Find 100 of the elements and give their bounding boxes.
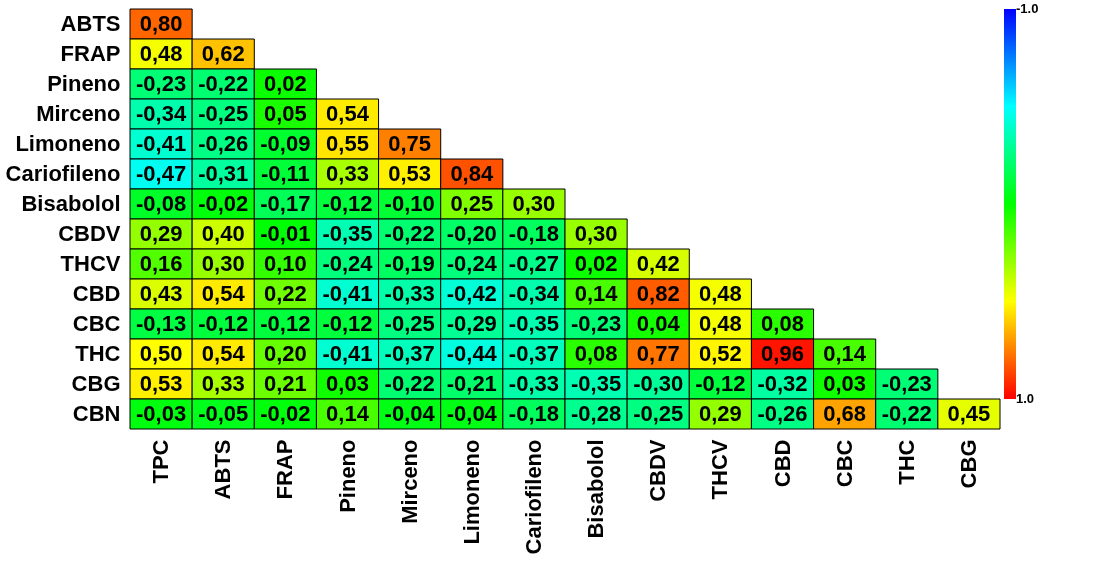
data-label: 0,54 — [201, 281, 246, 306]
data-label: 0,82 — [636, 281, 680, 306]
y-tick-label: ABTS — [60, 11, 121, 36]
y-tick-label: Limoneno — [15, 131, 121, 156]
y-tick-label: Bisabolol — [21, 191, 121, 216]
data-label: 0,04 — [636, 311, 681, 336]
data-label: -0,27 — [508, 251, 560, 276]
data-label: -0,33 — [384, 281, 435, 306]
data-label: -0,17 — [260, 191, 311, 216]
data-label: -0,24 — [446, 251, 498, 276]
data-label: 0,68 — [823, 401, 867, 426]
data-label: -0,41 — [322, 281, 373, 306]
y-tick-label: CBD — [72, 281, 121, 306]
data-label: -0,47 — [135, 161, 187, 186]
data-label: 0,48 — [139, 41, 183, 66]
data-label: 0,03 — [326, 371, 369, 396]
data-label: -0,22 — [881, 401, 932, 426]
data-label: 0,96 — [761, 341, 804, 366]
data-label: 0,21 — [263, 371, 307, 396]
data-label: -0,30 — [633, 371, 684, 396]
data-label: -0,28 — [570, 401, 622, 426]
data-label: 0,30 — [512, 191, 556, 216]
data-label: 0,14 — [326, 401, 370, 426]
data-label: -0,01 — [260, 221, 311, 246]
data-label: 0,25 — [450, 191, 494, 216]
data-label: -0,34 — [508, 281, 560, 306]
data-label: 0,42 — [636, 251, 680, 276]
data-label: -0,26 — [198, 131, 249, 156]
data-label: 0,80 — [139, 11, 183, 36]
data-label: 0,48 — [698, 311, 742, 336]
data-label: -0,12 — [695, 371, 746, 396]
data-label: -0,10 — [384, 191, 435, 216]
x-tick-label: Limoneno — [458, 439, 484, 545]
data-label: -0,44 — [446, 341, 498, 366]
x-tick-label: CBDV — [645, 439, 671, 502]
x-tick-label: Mirceno — [396, 439, 422, 524]
data-label: -0,19 — [384, 251, 435, 276]
x-tick-label: Pineno — [334, 439, 360, 513]
y-tick-label: CBC — [72, 311, 121, 336]
x-tick-label: ABTS — [210, 439, 236, 500]
y-tick-label: THCV — [60, 251, 121, 276]
data-label: -0,37 — [508, 341, 560, 366]
data-label: 0,30 — [574, 221, 618, 246]
data-label: -0,26 — [757, 401, 808, 426]
data-label: 0,14 — [574, 281, 619, 306]
x-tick-label: THCV — [707, 439, 733, 500]
x-tick-label: CBC — [831, 439, 857, 488]
data-label: -0,23 — [570, 311, 622, 336]
data-label: -0,33 — [508, 371, 560, 396]
x-tick-label: Cariofileno — [520, 439, 546, 555]
x-tick-label: CBG — [955, 439, 981, 489]
data-label: -0,03 — [135, 401, 187, 426]
data-label: 0,16 — [139, 251, 183, 276]
data-label: 0,29 — [698, 401, 742, 426]
data-label: 0,75 — [388, 131, 432, 156]
data-label: -0,04 — [384, 401, 436, 426]
data-label: 0,53 — [139, 371, 183, 396]
color-bar-label: -1.0 — [1016, 1, 1039, 16]
data-label: -0,29 — [446, 311, 497, 336]
data-label: 0,20 — [263, 341, 307, 366]
data-label: -0,09 — [260, 131, 311, 156]
y-tick-label: Cariofileno — [5, 161, 121, 186]
y-tick-label: Pineno — [47, 71, 121, 96]
data-label: -0,41 — [135, 131, 187, 156]
data-label: -0,42 — [446, 281, 497, 306]
data-label: -0,23 — [881, 371, 932, 396]
color-bar-label: 1.0 — [1016, 391, 1035, 406]
data-label: -0,35 — [508, 311, 560, 336]
data-label: 0,40 — [201, 221, 245, 246]
data-label: -0,22 — [384, 221, 435, 246]
x-tick-label: THC — [893, 439, 919, 485]
data-label: -0,05 — [198, 401, 249, 426]
data-label: 0,22 — [263, 281, 307, 306]
data-label: 0,48 — [698, 281, 742, 306]
data-label: -0,18 — [508, 221, 560, 246]
data-label: -0,02 — [260, 401, 311, 426]
x-tick-label: TPC — [148, 439, 174, 484]
data-label: -0,25 — [384, 311, 435, 336]
data-label: 0,77 — [636, 341, 680, 366]
x-tick-label: CBD — [769, 439, 795, 488]
data-label: 0,02 — [574, 251, 618, 276]
data-label: 0,03 — [823, 371, 867, 396]
data-label: 0,02 — [263, 71, 307, 96]
data-label: 0,55 — [326, 131, 369, 156]
x-tick-label: FRAP — [272, 439, 298, 500]
data-label: 0,05 — [263, 101, 307, 126]
data-label: 0,43 — [139, 281, 183, 306]
data-label: 0,84 — [450, 161, 494, 186]
data-label: 0,30 — [201, 251, 245, 276]
data-label: -0,21 — [446, 371, 497, 396]
y-tick-label: CBG — [71, 371, 121, 396]
data-label: -0,25 — [633, 401, 684, 426]
data-label: 0,54 — [326, 101, 370, 126]
y-tick-label: CBN — [72, 401, 121, 426]
y-tick-label: CBDV — [58, 221, 121, 246]
data-label: -0,02 — [198, 191, 249, 216]
data-label: -0,23 — [135, 71, 187, 96]
data-label: 0,29 — [139, 221, 183, 246]
data-label: 0,45 — [947, 401, 991, 426]
data-label: -0,20 — [446, 221, 497, 246]
